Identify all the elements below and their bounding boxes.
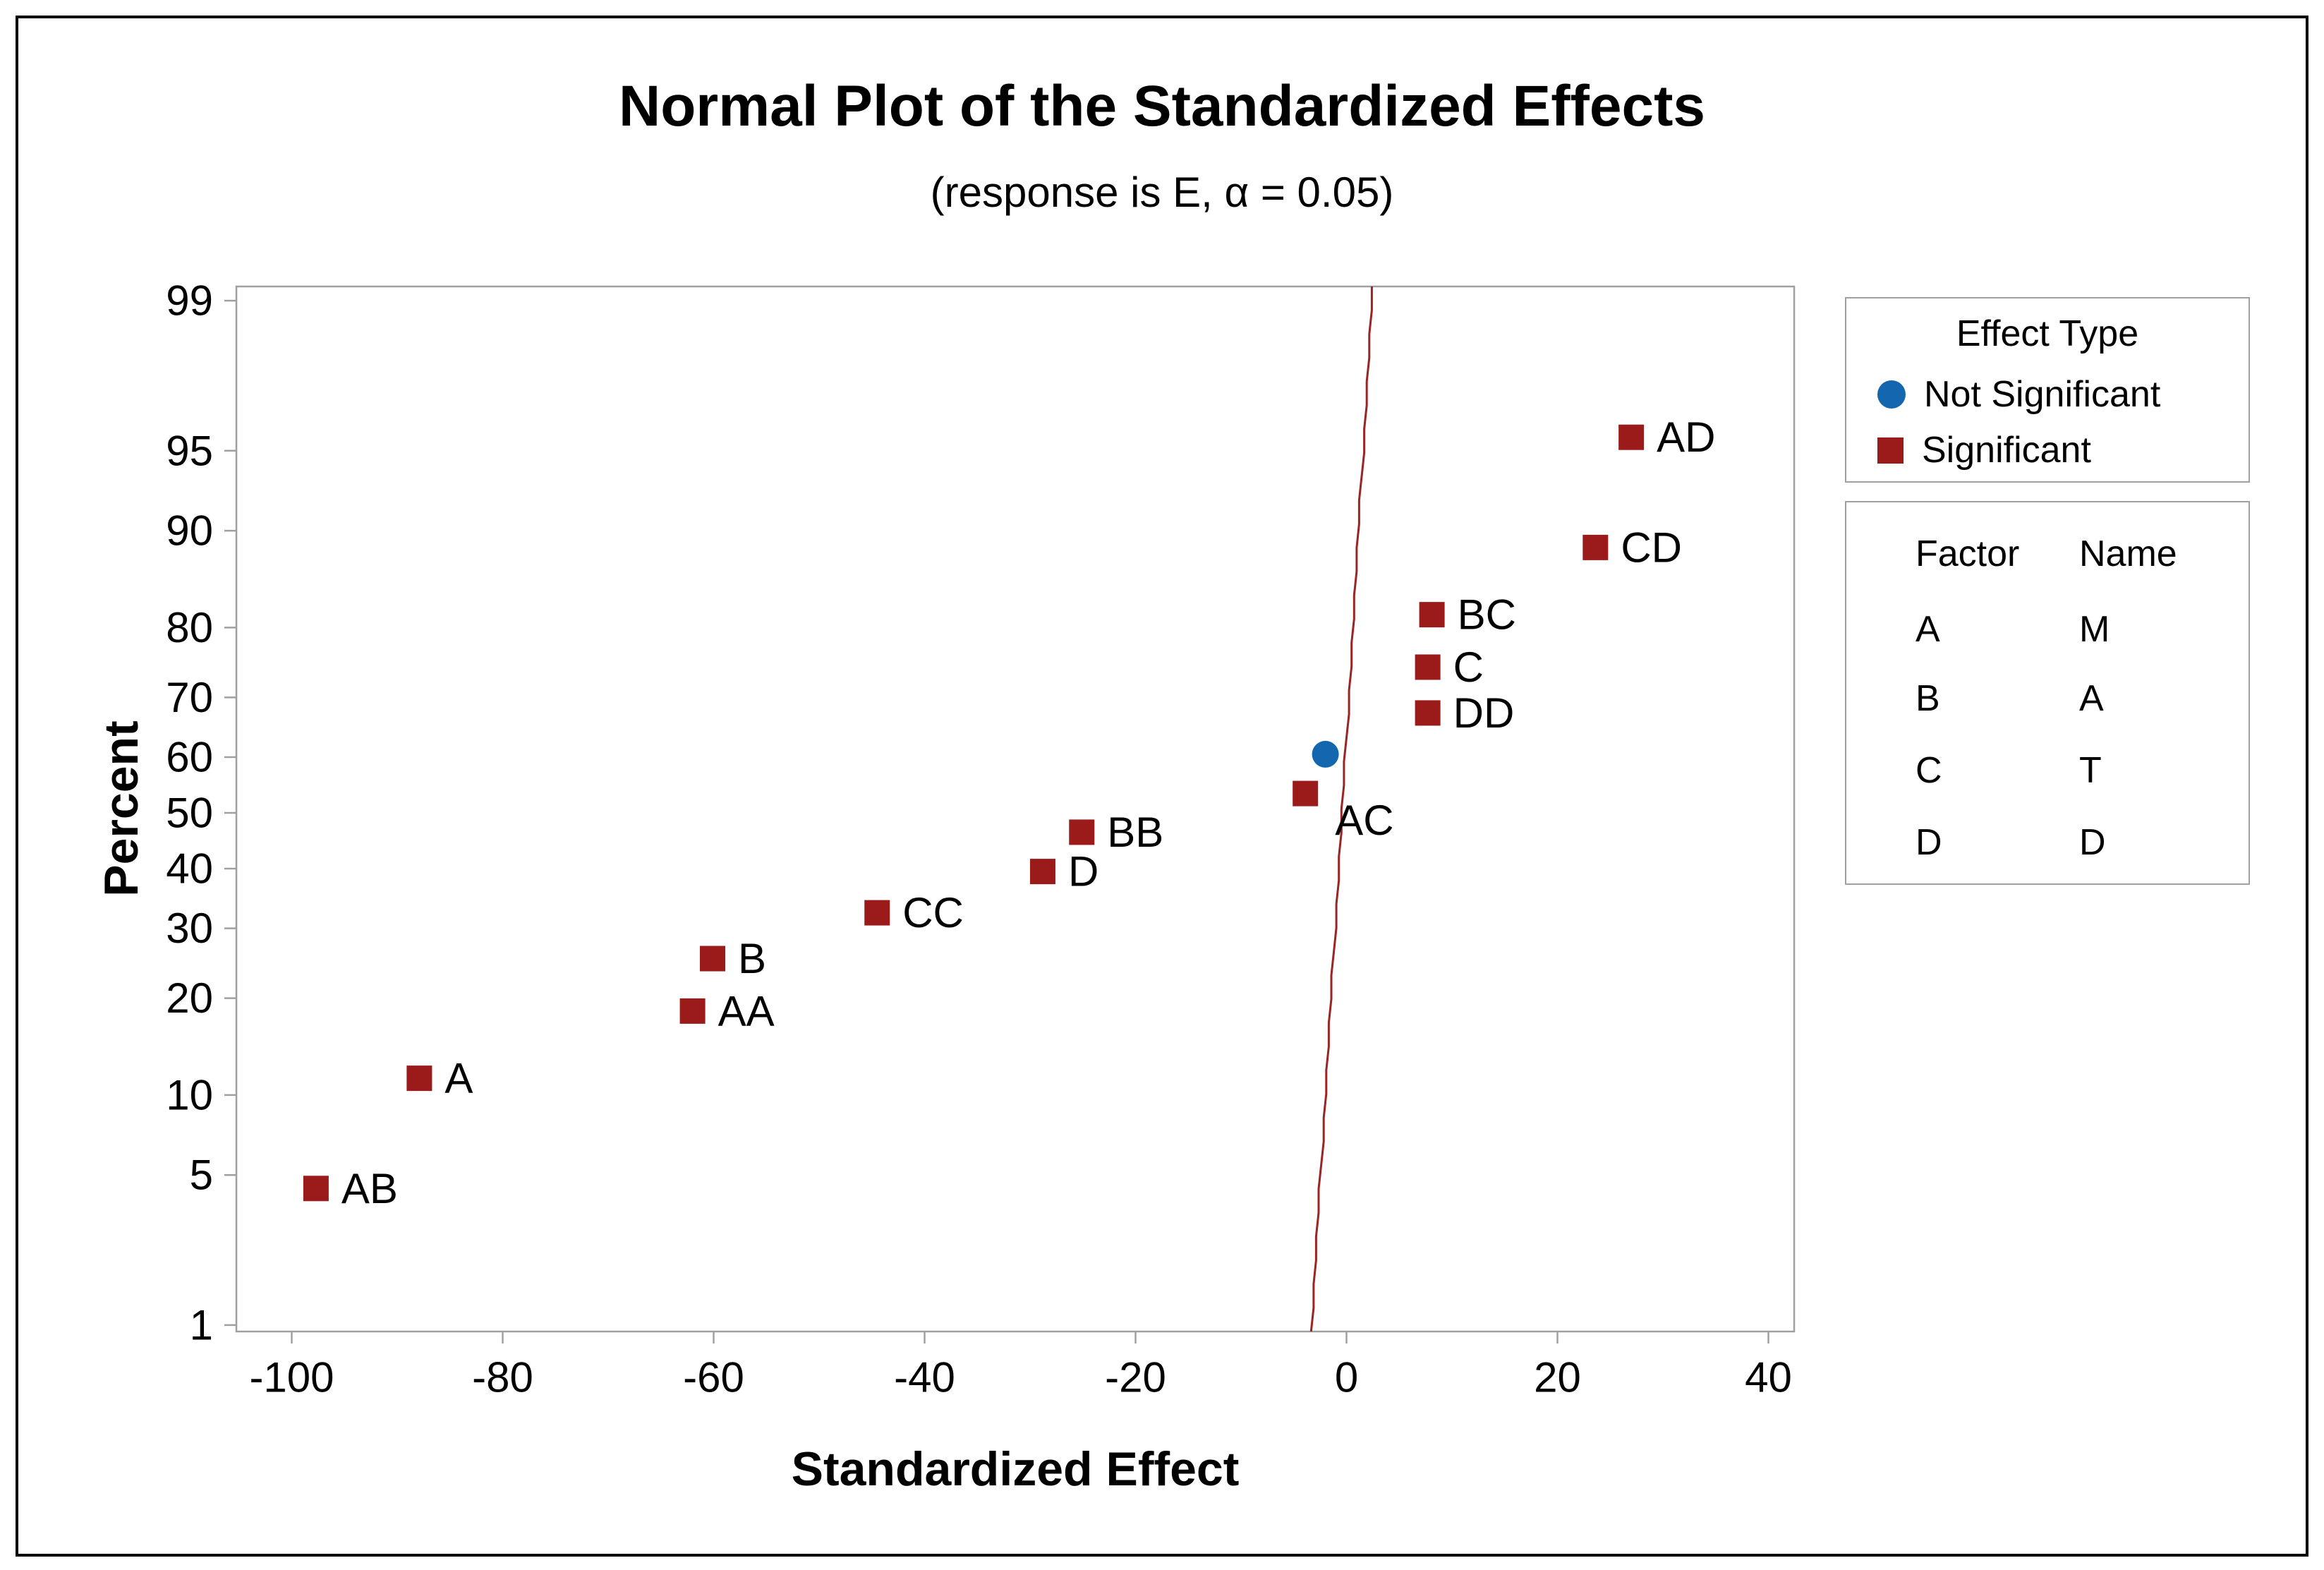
factor-name-table: Factor Name A M B A C T D D	[1845, 501, 2250, 885]
point-square-C	[1415, 654, 1441, 680]
fitted-line	[1309, 286, 1373, 1332]
point-square-AC	[1293, 780, 1319, 807]
x-tick-label: -100	[249, 1354, 334, 1401]
point-circle-not-significant	[1312, 740, 1339, 768]
factor-column-header: Factor	[1916, 533, 2020, 574]
point-square-CD	[1582, 534, 1609, 560]
legend-label-significant: Significant	[1922, 430, 2091, 471]
y-tick-label: 90	[166, 507, 213, 555]
point-square-BB	[1069, 819, 1095, 845]
point-label-D: D	[1068, 848, 1099, 895]
legend-effect-type: Effect Type Not Significant Significant	[1845, 297, 2250, 483]
point-label-A: A	[444, 1055, 473, 1102]
x-tick-label: 20	[1534, 1354, 1581, 1401]
point-label-C: C	[1453, 644, 1484, 691]
point-label-CD: CD	[1621, 524, 1682, 571]
chart-subtitle: (response is E, α = 0.05)	[930, 169, 1394, 216]
table-row: C T	[1916, 750, 2102, 791]
name-column-header: Name	[2079, 533, 2177, 574]
point-label-AA: AA	[718, 987, 775, 1034]
point-square-B	[700, 946, 726, 972]
y-tick-label: 30	[166, 905, 213, 952]
point-square-AA	[679, 998, 706, 1024]
chart-title: Normal Plot of the Standardized Effects	[619, 74, 1705, 138]
y-tick-label: 20	[166, 974, 213, 1022]
x-tick-label: -80	[472, 1354, 533, 1401]
y-axis-title: Percent	[95, 720, 148, 896]
y-tick-label: 95	[166, 427, 213, 474]
point-label-AD: AD	[1657, 413, 1715, 461]
y-tick-label: 60	[166, 733, 213, 780]
point-square-CC	[864, 900, 890, 926]
x-tick-label: -60	[683, 1354, 744, 1401]
point-square-AB	[303, 1176, 329, 1202]
x-tick-label: -20	[1105, 1354, 1166, 1401]
y-tick-label: 5	[190, 1152, 213, 1199]
table-row: A M	[1916, 609, 2110, 650]
not-significant-circle-icon	[1877, 380, 1906, 409]
y-tick-label: 1	[190, 1301, 213, 1348]
point-square-A	[406, 1065, 432, 1092]
x-tick-label: 0	[1335, 1354, 1358, 1401]
point-label-BB: BB	[1107, 809, 1163, 856]
point-label-AC: AC	[1335, 797, 1393, 844]
x-axis-title: Standardized Effect	[792, 1442, 1240, 1496]
y-tick-label: 70	[166, 674, 213, 721]
point-square-DD	[1415, 700, 1441, 726]
point-square-BC	[1419, 602, 1445, 628]
point-label-BC: BC	[1458, 591, 1516, 639]
y-tick-label: 99	[166, 277, 213, 325]
plot-area-border	[235, 285, 1796, 1333]
point-square-AD	[1618, 424, 1645, 450]
point-label-B: B	[738, 935, 766, 982]
y-tick-label: 10	[166, 1071, 213, 1118]
point-label-DD: DD	[1453, 689, 1515, 737]
y-tick-label: 40	[166, 845, 213, 893]
table-row: B A	[1916, 678, 2104, 719]
point-label-AB: AB	[341, 1165, 398, 1212]
point-square-D	[1029, 859, 1055, 885]
y-tick-label: 80	[166, 604, 213, 651]
x-tick-label: -40	[894, 1354, 955, 1401]
legend-title: Effect Type	[1956, 313, 2139, 354]
legend-label-not-significant: Not Significant	[1924, 374, 2161, 415]
significant-square-icon	[1877, 437, 1904, 464]
table-row: D D	[1916, 822, 2106, 863]
y-tick-label: 50	[166, 790, 213, 837]
x-tick-label: 40	[1745, 1354, 1792, 1401]
point-label-CC: CC	[902, 889, 964, 936]
